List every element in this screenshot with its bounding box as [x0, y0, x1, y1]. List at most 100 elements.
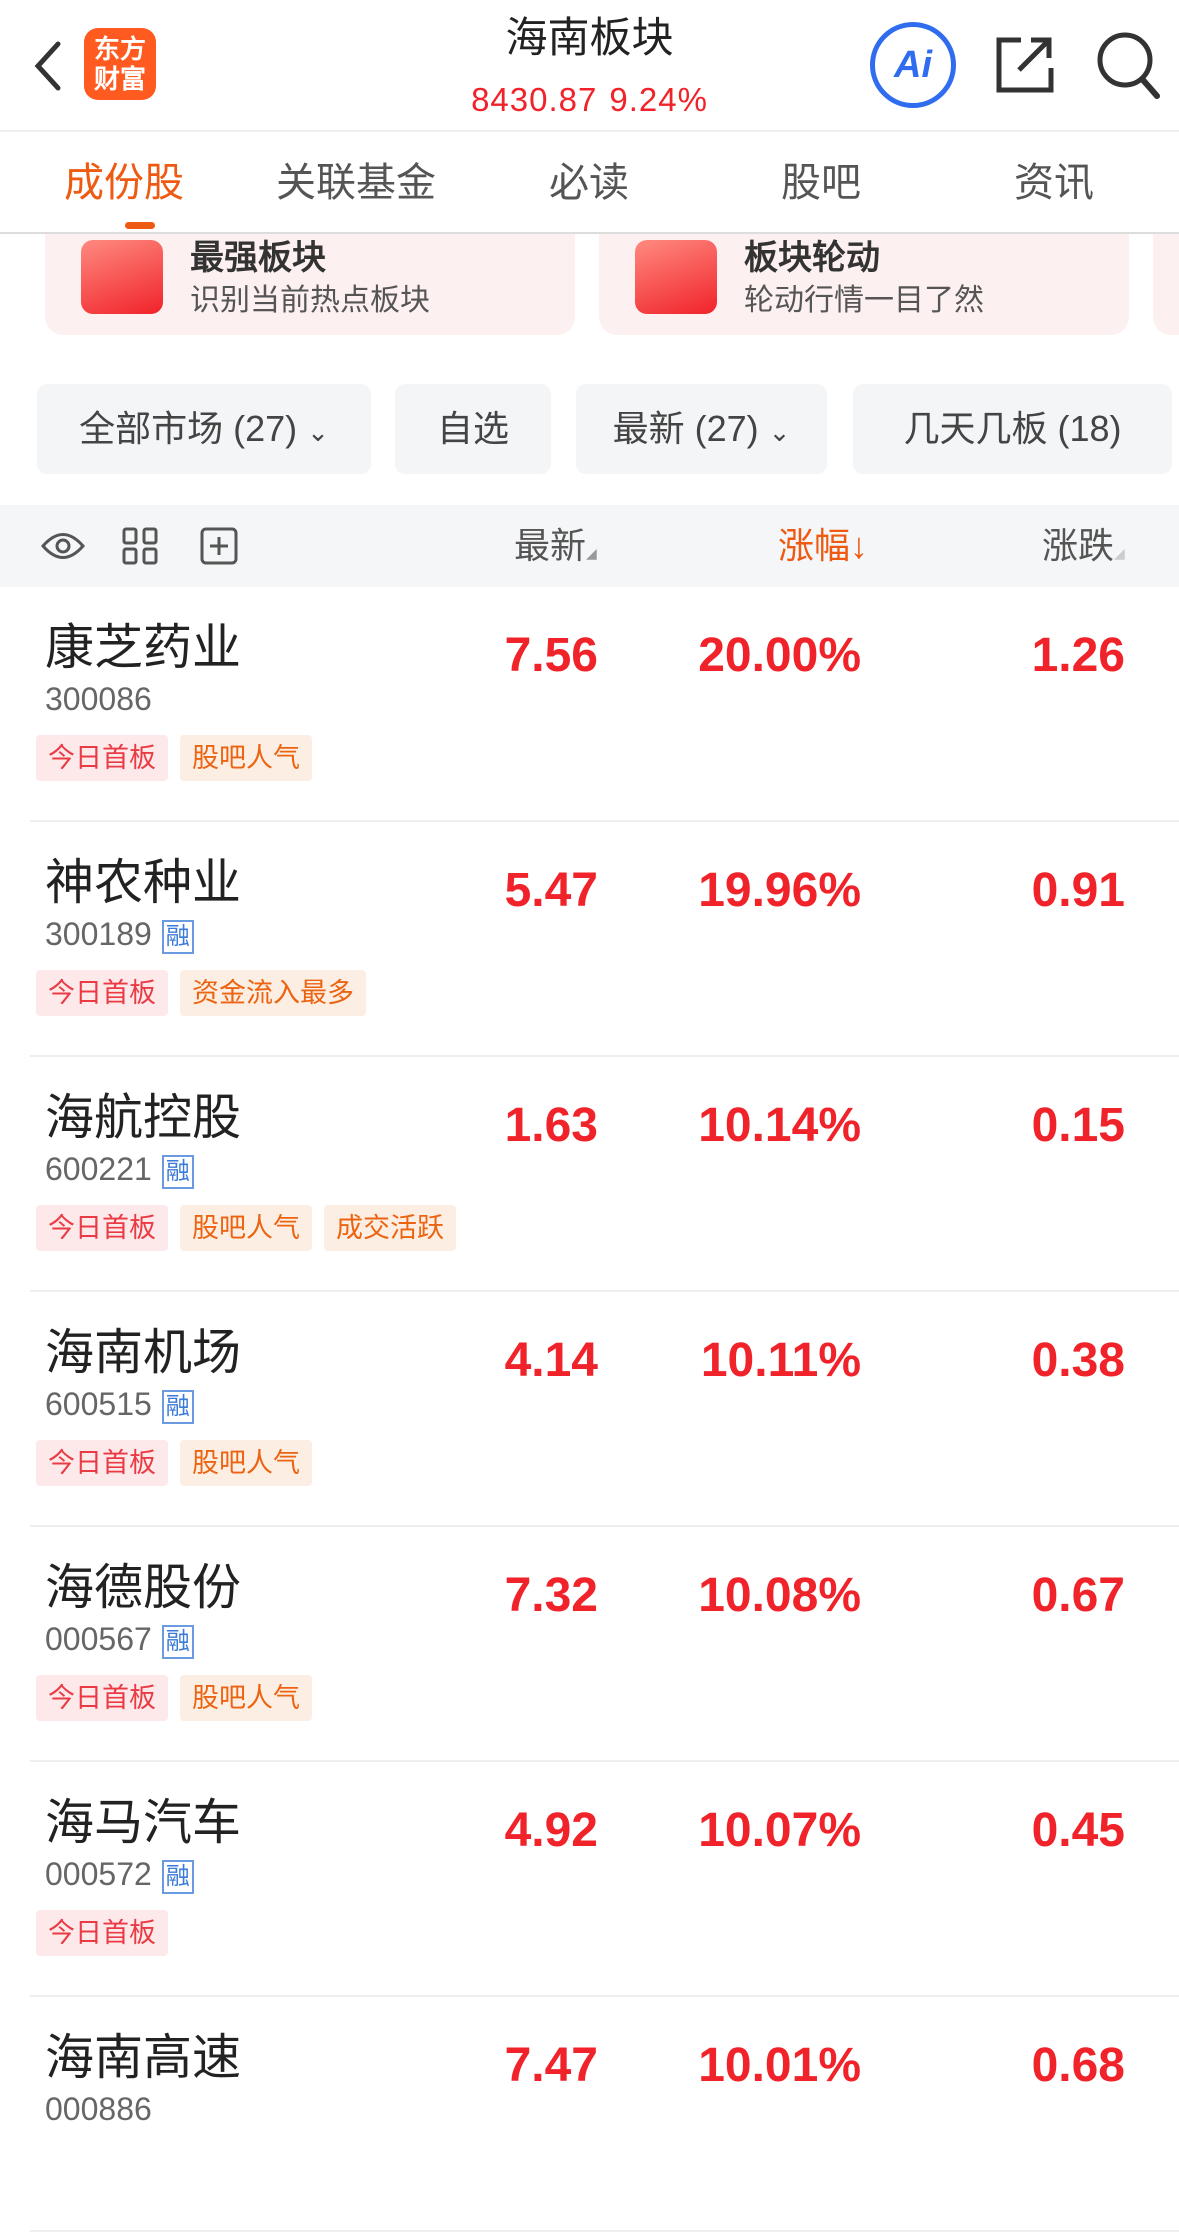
stock-name: 海航控股	[45, 1091, 242, 1145]
page-title: 海南板块	[505, 14, 674, 61]
margin-trading-badge: 融	[161, 1624, 194, 1659]
table-row[interactable]: 海南高速 000886 7.47 10.01% 0.68	[0, 1997, 1179, 2232]
filter-consecutive-limit[interactable]: 几天几板 (18)	[853, 384, 1172, 474]
stock-code: 300086	[45, 681, 152, 717]
chevron-down-icon: ⌄	[307, 417, 329, 447]
change-percent: 20.00%	[698, 629, 861, 682]
stock-name: 康芝药业	[45, 621, 242, 675]
change-amount: 0.15	[1031, 1099, 1125, 1152]
tab-news[interactable]: 资讯	[1014, 161, 1094, 205]
stock-name: 海德股份	[45, 1561, 242, 1615]
stock-tag[interactable]: 今日首板	[36, 970, 168, 1016]
row-divider	[30, 1290, 1179, 1292]
stock-tag[interactable]: 今日首板	[36, 1910, 168, 1956]
active-tab-indicator	[125, 222, 155, 229]
filter-market-dropdown[interactable]: 全部市场 (27) ⌄	[37, 384, 371, 474]
logo-text: 东方	[93, 34, 146, 64]
sort-corner-icon: ◢	[586, 545, 597, 561]
stock-code-line: 300189 融	[45, 914, 194, 954]
sort-corner-icon: ◢	[1114, 545, 1125, 561]
change-percent: 10.14%	[698, 1099, 861, 1152]
ai-assistant-button[interactable]: Ai	[870, 22, 956, 108]
column-change-pct[interactable]: 涨幅↓	[778, 523, 868, 569]
change-percent: 10.08%	[698, 1569, 861, 1622]
card-subtitle: 识别当前热点板块	[190, 284, 430, 317]
stock-name: 海南高速	[45, 2031, 242, 2085]
row-divider	[30, 820, 1179, 822]
stock-code: 000572	[45, 1856, 152, 1892]
row-divider	[30, 1525, 1179, 1527]
change-percent: 10.01%	[698, 2039, 861, 2092]
tab-forum[interactable]: 股吧	[781, 161, 861, 205]
change-amount: 0.38	[1031, 1334, 1125, 1387]
back-arrow-icon[interactable]	[28, 38, 68, 94]
row-divider	[30, 1995, 1179, 1997]
table-row[interactable]: 海马汽车 000572 融 今日首板 4.92 10.07% 0.45	[0, 1762, 1179, 1997]
grid-icon[interactable]	[122, 527, 158, 565]
stock-tag[interactable]: 今日首板	[36, 1675, 168, 1721]
add-icon[interactable]	[200, 527, 238, 565]
latest-price: 7.56	[504, 629, 598, 682]
filter-latest-dropdown[interactable]: 最新 (27) ⌄	[576, 384, 827, 474]
stock-code-line: 000572 融	[45, 1854, 194, 1894]
tag-list: 今日首板	[36, 1910, 168, 1956]
margin-trading-badge: 融	[161, 1389, 194, 1424]
margin-trading-badge: 融	[161, 1154, 194, 1189]
search-icon[interactable]	[1095, 30, 1161, 100]
card-title: 最强板块	[190, 239, 326, 277]
stock-tag[interactable]: 股吧人气	[180, 1205, 312, 1251]
stock-code-line: 000567 融	[45, 1619, 194, 1659]
tab-must-read[interactable]: 必读	[549, 161, 629, 205]
table-row[interactable]: 海南机场 600515 融 今日首板 股吧人气 4.14 10.11% 0.38	[0, 1292, 1179, 1527]
stock-code-line: 600515 融	[45, 1384, 194, 1424]
stock-code: 000886	[45, 2091, 152, 2127]
table-row[interactable]: 海航控股 600221 融 今日首板 股吧人气 成交活跃 1.63 10.14% 0.…	[0, 1057, 1179, 1292]
stock-code-line: 300086	[45, 679, 152, 719]
tag-list: 今日首板 资金流入最多	[36, 970, 366, 1016]
latest-price: 5.47	[504, 864, 598, 917]
latest-price: 4.92	[504, 1804, 598, 1857]
ranking-icon	[81, 240, 163, 314]
tab-bar: 成份股 关联基金 必读 股吧 资讯	[0, 132, 1179, 234]
stock-tag[interactable]: 成交活跃	[324, 1205, 456, 1251]
column-latest[interactable]: 最新◢	[514, 523, 597, 569]
filter-watchlist[interactable]: 自选	[395, 384, 551, 474]
latest-price: 1.63	[504, 1099, 598, 1152]
change-percent: 10.07%	[698, 1804, 861, 1857]
stock-tag[interactable]: 股吧人气	[180, 735, 312, 781]
table-header: 最新◢ 涨幅↓ 涨跌◢	[0, 505, 1179, 587]
stock-tag[interactable]: 股吧人气	[180, 1675, 312, 1721]
stock-tag[interactable]: 资金流入最多	[180, 970, 366, 1016]
tag-list: 今日首板 股吧人气	[36, 1675, 312, 1721]
tab-related-funds[interactable]: 关联基金	[276, 161, 436, 205]
tag-list: 今日首板 股吧人气 成交活跃	[36, 1205, 456, 1251]
stock-tag[interactable]: 今日首板	[36, 1205, 168, 1251]
card-title: 板块轮动	[744, 239, 880, 277]
stock-code: 000567	[45, 1621, 152, 1657]
margin-trading-badge: 融	[161, 919, 194, 954]
column-label: 涨幅	[778, 525, 851, 566]
filter-label: 全部市场 (27)	[79, 408, 298, 449]
change-amount: 1.26	[1031, 629, 1125, 682]
stock-tag[interactable]: 今日首板	[36, 735, 168, 781]
app-logo[interactable]: 东方 财富	[84, 28, 156, 100]
table-row[interactable]: 康芝药业 300086 今日首板 股吧人气 7.56 20.00% 1.26	[0, 587, 1179, 822]
index-change: 9.24%	[609, 81, 708, 118]
column-change[interactable]: 涨跌◢	[1042, 523, 1125, 569]
sort-down-arrow-icon: ↓	[850, 525, 869, 566]
stock-code: 600515	[45, 1386, 152, 1422]
card-subtitle: 轮动行情一目了然	[744, 284, 984, 317]
stock-code-line: 000886	[45, 2089, 152, 2129]
stock-tag[interactable]: 股吧人气	[180, 1440, 312, 1486]
table-row[interactable]: 海德股份 000567 融 今日首板 股吧人气 7.32 10.08% 0.67	[0, 1527, 1179, 1762]
filter-label: 最新 (27)	[612, 408, 759, 449]
tab-constituents[interactable]: 成份股	[64, 161, 184, 205]
table-row[interactable]: 神农种业 300189 融 今日首板 资金流入最多 5.47 19.96% 0.91	[0, 822, 1179, 1057]
change-amount: 0.45	[1031, 1804, 1125, 1857]
latest-price: 7.32	[504, 1569, 598, 1622]
share-icon[interactable]	[995, 34, 1055, 94]
column-label: 最新	[514, 525, 587, 566]
eye-icon[interactable]	[40, 529, 86, 563]
stock-tag[interactable]: 今日首板	[36, 1440, 168, 1486]
chevron-down-icon: ⌄	[768, 417, 791, 447]
